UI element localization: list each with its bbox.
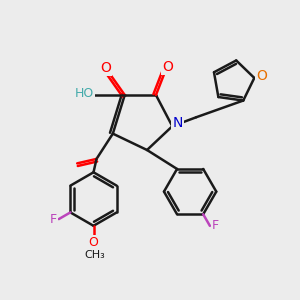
- Text: N: N: [172, 116, 183, 130]
- Text: O: O: [256, 69, 267, 83]
- Text: F: F: [50, 213, 57, 226]
- Text: O: O: [88, 236, 98, 249]
- Text: O: O: [162, 60, 173, 74]
- Text: CH₃: CH₃: [85, 250, 105, 260]
- Text: HO: HO: [75, 87, 94, 100]
- Text: O: O: [100, 61, 111, 75]
- Text: F: F: [212, 219, 219, 232]
